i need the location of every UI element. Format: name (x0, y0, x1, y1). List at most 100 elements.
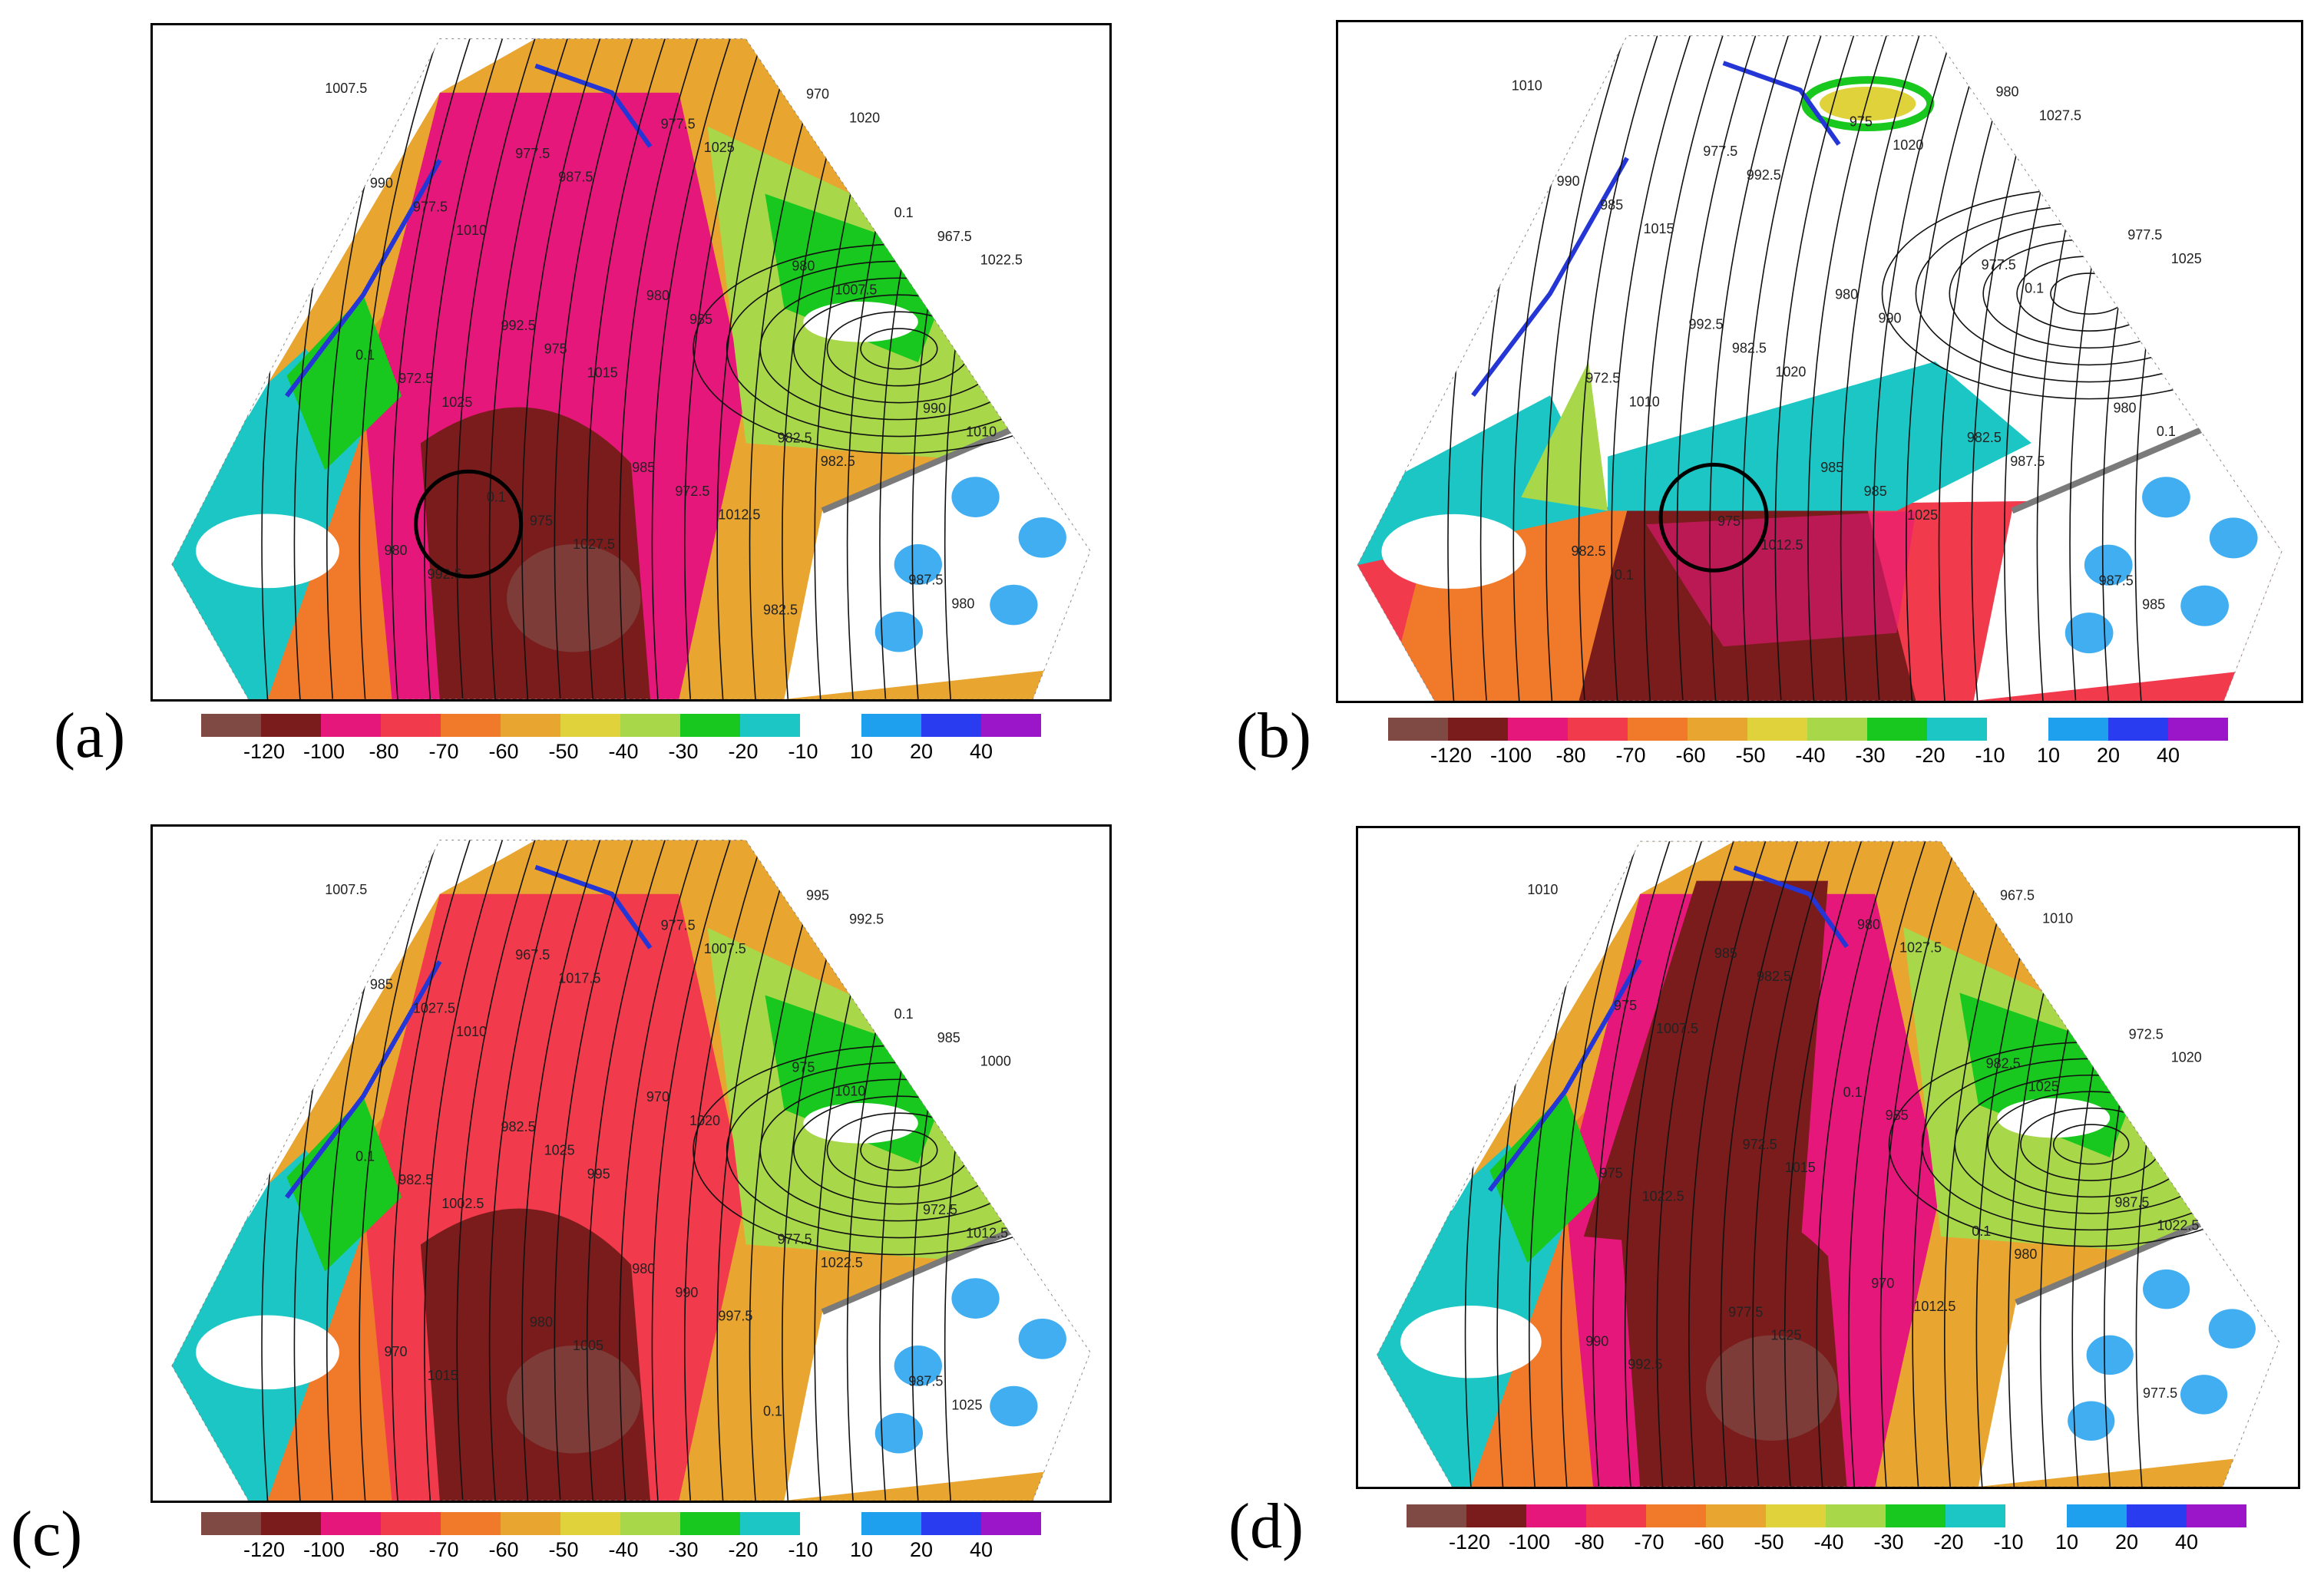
contour-label: 1020 (849, 110, 880, 125)
panel-b: 1010 1015 1020 1025 1027.5 1025 1010 1012.5 1020… (1159, 0, 2324, 775)
isobar-line (1709, 35, 1793, 701)
isobar-line (456, 840, 541, 1501)
colorbar-swatch (1927, 718, 1987, 741)
precip-patch (874, 1412, 924, 1454)
colorbar-tick-label: -100 (1508, 1531, 1551, 1554)
colorbar-swatch (680, 1512, 740, 1535)
contour-label: 972.5 (398, 371, 433, 386)
precip-patch (2068, 1401, 2115, 1441)
colorbar-tick-label: -20 (1933, 1531, 1964, 1554)
colorbar-tick-label: -20 (1915, 744, 1945, 767)
map-frame-d: 1010 1007.5 1015 1012.5 1010 1020 1022.5 1025 10… (1356, 826, 2300, 1489)
colorbar-tick-label: -60 (1694, 1531, 1724, 1554)
precip-patch (1018, 517, 1066, 558)
colorbar-tick-label: -100 (1489, 744, 1532, 767)
contour-label: 1020 (2171, 1050, 2202, 1065)
isobar-low (2052, 1124, 2130, 1165)
contour-label: 970 (385, 1344, 408, 1359)
contour-label: 1015 (428, 1368, 458, 1383)
colorbar-tick-label: 20 (909, 740, 934, 763)
colorbar-positive-swatches (2048, 718, 2228, 741)
contour-label: 972.5 (1743, 1137, 1777, 1152)
map-sector-outline (171, 840, 1091, 1501)
colorbar-tick-label: 10 (849, 1538, 874, 1561)
contour-label: 1025 (951, 1397, 982, 1412)
contour-label: 1027.5 (2039, 107, 2081, 123)
colorbar-swatch (201, 714, 261, 737)
contour-label: 980 (1857, 916, 1880, 932)
precip-patch (2086, 1335, 2134, 1375)
panel-a: 1007.5 1010 1015 1012.5 1020 1022.5 1025 1027.5… (0, 0, 1159, 775)
map-sector-outline (1357, 35, 2283, 701)
field-green-west (286, 1096, 402, 1272)
contour-label: 975 (530, 513, 553, 528)
contour-label: 1012.5 (718, 507, 760, 523)
contour-label: 1010 (835, 1083, 865, 1098)
colorbar-tick-label: -60 (488, 1538, 519, 1561)
isobar-line (1741, 35, 1826, 701)
highlight-circle (1658, 462, 1769, 573)
contour-label: 972.5 (1585, 370, 1620, 385)
isobar-line (359, 38, 443, 699)
isobar-line (1752, 841, 1835, 1487)
contour-label: 1022.5 (980, 253, 1023, 268)
colorbar-swatch (1766, 1504, 1826, 1527)
colorbar-tick-label: -40 (608, 740, 639, 763)
colorbar-tick-label: 40 (2156, 744, 2180, 767)
contour-label: 985 (1820, 460, 1843, 475)
contour-label: 970 (1871, 1276, 1894, 1291)
coast-blue-svalbard (1722, 61, 1841, 146)
contour-label: 1010 (1527, 882, 1558, 897)
colorbar-swatch (2067, 1504, 2127, 1527)
precip-patch (894, 544, 942, 585)
isobar-line (1611, 35, 1695, 701)
contour-label: 990 (675, 1285, 698, 1300)
colorbar-swatch (560, 714, 620, 737)
contour-label: 975 (1717, 513, 1741, 529)
precip-patch (874, 611, 924, 652)
contour-label: 1002.5 (441, 1196, 484, 1211)
contour-label: 985 (1886, 1108, 1909, 1123)
colorbar-swatch (740, 1512, 800, 1535)
contour-label: 1012.5 (1913, 1299, 1955, 1314)
colorbar-swatch (921, 1512, 981, 1535)
isobar-line (391, 840, 475, 1501)
contour-label: 977.5 (778, 1231, 812, 1247)
map-b: 1010 1015 1020 1025 1027.5 1025 1010 1012.5 1020… (1357, 35, 2283, 701)
contour-label: 0.1 (1972, 1223, 1991, 1239)
contour-label: 975 (1600, 1166, 1623, 1181)
contour-label: 972.5 (2129, 1027, 2164, 1042)
contour-label: 985 (689, 312, 712, 327)
colorbar-positive-swatches (861, 714, 1041, 737)
colorbar-tick-label: -40 (608, 1538, 639, 1561)
isobar-line (1578, 35, 1663, 701)
contour-label: 970 (806, 87, 829, 102)
contour-label: 1000 (980, 1054, 1011, 1069)
colorbar-positive-swatches (2067, 1504, 2246, 1527)
contour-label: 992.5 (501, 318, 536, 333)
colorbar-swatch (1628, 718, 1688, 741)
colorbar-tick-label: -120 (243, 1538, 286, 1561)
colorbar-tick-label: -30 (1855, 744, 1886, 767)
contour-label: 992.5 (428, 566, 462, 582)
contour-label: 1025 (704, 140, 735, 155)
colorbar-tick-label: -70 (428, 740, 459, 763)
contour-label: 0.1 (487, 490, 506, 505)
contour-label: 987.5 (2010, 454, 2045, 469)
contour-label: 982.5 (1757, 969, 1791, 984)
field-darkred (420, 407, 650, 699)
precip-patch (2142, 477, 2190, 518)
isobar-line (1676, 35, 1761, 701)
colorbar-swatch (1688, 718, 1747, 741)
isobar-line (1720, 841, 1803, 1487)
contour-label: 1007.5 (325, 882, 367, 897)
colorbar-swatch (1526, 1504, 1586, 1527)
colorbar-tick-label: -40 (1795, 744, 1826, 767)
contour-label: 985 (370, 977, 393, 992)
isobar-line (488, 840, 573, 1501)
colorbar-swatch (261, 714, 321, 737)
contour-label-layer: 1007.5 1010 1015 1012.5 1020 1022.5 1025 1027.5… (325, 81, 1023, 618)
colorbar-tick-label: -10 (788, 740, 818, 763)
isobar-line (1624, 841, 1707, 1487)
contour-label: 0.1 (2025, 281, 2044, 296)
